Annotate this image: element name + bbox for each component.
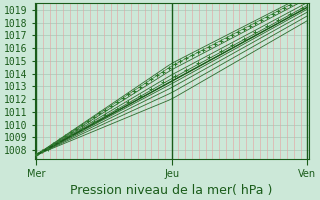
X-axis label: Pression niveau de la mer( hPa ): Pression niveau de la mer( hPa ) bbox=[70, 184, 273, 197]
